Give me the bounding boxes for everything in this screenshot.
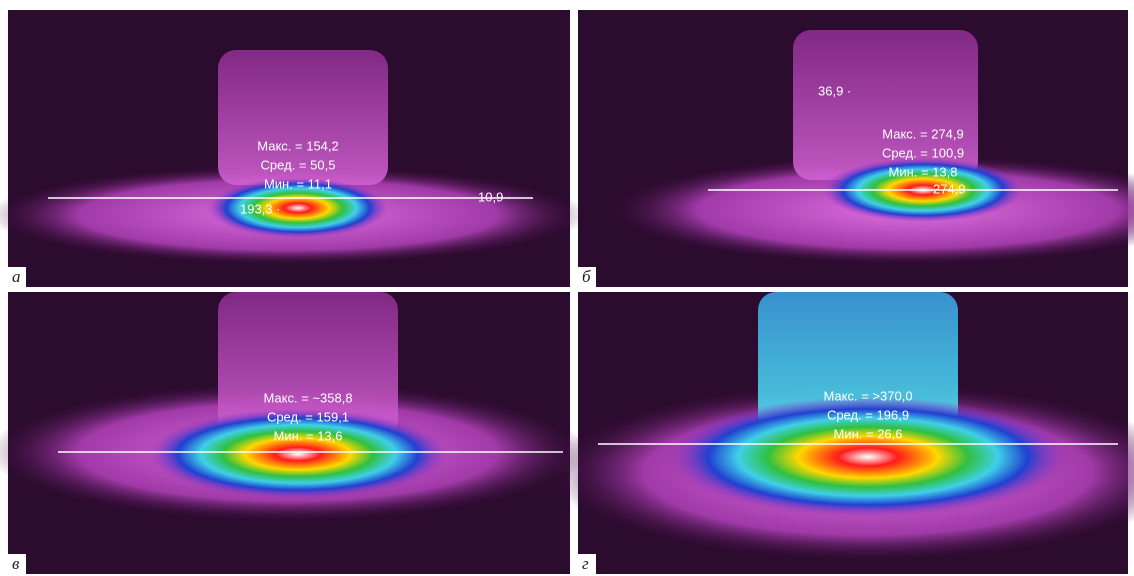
stat-label: Сред. = 159,1	[267, 409, 349, 424]
thermal-panel: Макс. = ~358,8 Сред. = 159,1 Мин. = 13,6 в	[0, 292, 588, 574]
thermal-figure: Макс. = 154,2 Сред. = 50,5 Мин. = 11,1 193,…	[0, 0, 1134, 576]
stat-label: Мин. = 13,6	[274, 428, 343, 443]
thermal-panel: Макс. = >370,0 Сред. = 196,9 Мин. = 26,6 г	[548, 292, 1134, 574]
panel-label: а	[12, 267, 21, 286]
thermal-panel: Макс. = 274,9 Сред. = 100,9 Мин. = 13,8 36,…	[578, 10, 1134, 287]
stat-label: Макс. = 274,9	[882, 126, 964, 141]
stat-label: Мин. = 11,1	[264, 176, 332, 191]
thermal-panel: Макс. = 154,2 Сред. = 50,5 Мин. = 11,1 193,…	[0, 10, 588, 287]
panel-label: б	[582, 267, 591, 286]
point-label: 36,9 ·	[818, 83, 851, 98]
stat-label: Макс. = 154,2	[257, 138, 339, 153]
stat-label: Сред. = 100,9	[882, 145, 964, 160]
point-label: 274,9	[933, 181, 966, 196]
point-label: 10,9 ·	[478, 189, 511, 204]
stat-label: Мин. = 13,8	[889, 164, 958, 179]
stat-label: Мин. = 26,6	[834, 426, 903, 441]
panel-label: г	[582, 554, 589, 573]
stat-label: Сред. = 196,9	[827, 407, 909, 422]
point-label: 193,3 ·	[240, 201, 280, 216]
panel-label: в	[12, 554, 20, 573]
stat-label: Макс. = >370,0	[823, 388, 912, 403]
stat-label: Сред. = 50,5	[261, 157, 336, 172]
stat-label: Макс. = ~358,8	[263, 390, 352, 405]
